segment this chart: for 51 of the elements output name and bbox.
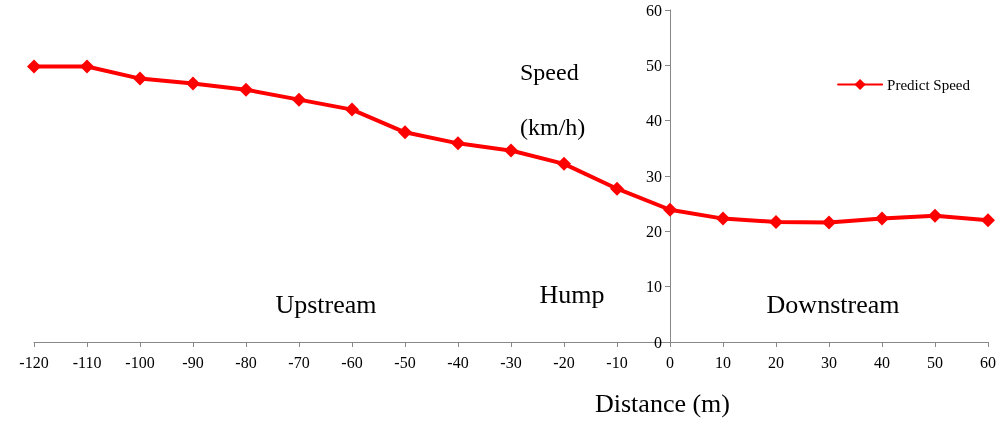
x-tick-label: -40 bbox=[447, 353, 469, 371]
point bbox=[292, 92, 306, 107]
point bbox=[875, 211, 889, 226]
text: Speed (km/h) bbox=[520, 58, 586, 140]
x-tick-label: 10 bbox=[715, 353, 731, 371]
point bbox=[557, 156, 571, 171]
point bbox=[504, 143, 518, 158]
x-tick-label: -110 bbox=[72, 353, 102, 371]
x-tick-label: -50 bbox=[394, 353, 416, 371]
x-tick-label: -10 bbox=[606, 353, 628, 371]
annotation: Downstream bbox=[766, 289, 900, 319]
x-tick-label: -90 bbox=[182, 353, 204, 371]
point bbox=[716, 211, 730, 226]
point bbox=[239, 82, 253, 97]
x-tick-label: -70 bbox=[288, 353, 310, 371]
point bbox=[345, 102, 359, 117]
point bbox=[610, 181, 624, 196]
y-tick-label: 20 bbox=[646, 222, 662, 240]
point bbox=[80, 59, 94, 74]
point bbox=[133, 71, 147, 86]
x-tick-label: 0 bbox=[666, 353, 674, 371]
y-tick-label: 0 bbox=[654, 333, 662, 351]
x-tick-label: 50 bbox=[927, 353, 943, 371]
x-axis-title: Distance (m) bbox=[595, 388, 731, 418]
point bbox=[451, 136, 465, 151]
y-tick-label: 50 bbox=[646, 56, 662, 74]
point bbox=[186, 76, 200, 91]
point bbox=[928, 208, 942, 223]
y-tick-label: 10 bbox=[646, 278, 662, 296]
point bbox=[769, 214, 783, 229]
annotation: Hump bbox=[539, 279, 605, 309]
annotation: Upstream bbox=[275, 289, 377, 319]
x-tick-label: -100 bbox=[125, 353, 155, 371]
x-tick-label: 40 bbox=[874, 353, 890, 371]
x-tick-label: 30 bbox=[821, 353, 837, 371]
x-tick-label: -80 bbox=[235, 353, 257, 371]
x-tick-label: 60 bbox=[980, 353, 996, 371]
point bbox=[822, 215, 836, 230]
point bbox=[663, 202, 677, 217]
point bbox=[398, 125, 412, 140]
point bbox=[27, 59, 41, 74]
x-tick-label: 20 bbox=[768, 353, 784, 371]
x-tick-label: -60 bbox=[341, 353, 363, 371]
point bbox=[981, 213, 995, 228]
y-tick-label: 30 bbox=[646, 167, 662, 185]
y-tick-label: 60 bbox=[646, 1, 662, 19]
y-tick-label: 40 bbox=[646, 112, 662, 130]
legend-label: Predict Speed bbox=[887, 76, 971, 93]
x-tick-label: -120 bbox=[19, 353, 49, 371]
x-tick-label: -30 bbox=[500, 353, 522, 371]
x-tick-label: -20 bbox=[553, 353, 575, 371]
